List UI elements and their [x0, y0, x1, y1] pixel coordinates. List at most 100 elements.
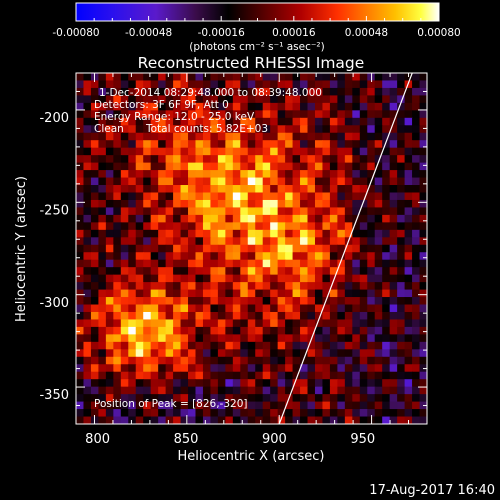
image-pixel [322, 199, 331, 209]
image-pixel [150, 132, 159, 141]
image-pixel [98, 147, 107, 156]
image-pixel [98, 229, 107, 238]
image-pixel [255, 199, 264, 209]
image-pixel [412, 237, 421, 246]
image-pixel [188, 170, 197, 179]
image-pixel [76, 155, 85, 164]
image-pixel [292, 394, 301, 403]
image-pixel [270, 409, 279, 418]
image-pixel [158, 267, 167, 276]
image-pixel [277, 297, 286, 306]
image-pixel [419, 140, 427, 149]
image-pixel [240, 177, 249, 186]
image-pixel [113, 125, 122, 134]
image-pixel [344, 319, 353, 328]
image-pixel [202, 102, 212, 111]
image-pixel [247, 110, 256, 119]
image-pixel [277, 319, 286, 328]
image-pixel [419, 252, 427, 261]
image-pixel [344, 110, 353, 119]
image-pixel [404, 185, 413, 194]
image-pixel [150, 267, 159, 276]
image-pixel [359, 95, 368, 104]
image-pixel [120, 244, 129, 253]
image-pixel [76, 73, 85, 82]
image-pixel [277, 125, 286, 134]
image-pixel [329, 334, 338, 343]
image-pixel [202, 192, 212, 201]
image-pixel [307, 177, 316, 186]
image-pixel [76, 125, 85, 134]
image-pixel [195, 386, 204, 395]
image-pixel [314, 319, 324, 328]
image-pixel [143, 185, 152, 194]
image-pixel [404, 356, 413, 365]
image-pixel [120, 371, 129, 380]
image-pixel [367, 364, 376, 373]
image-pixel [255, 341, 264, 350]
image-pixel [240, 379, 249, 388]
image-pixel [113, 371, 122, 380]
image-pixel [98, 117, 107, 126]
image-pixel [150, 341, 159, 350]
image-pixel [180, 155, 189, 164]
image-pixel [292, 222, 301, 231]
image-pixel [389, 177, 398, 186]
image-pixel [225, 244, 234, 253]
image-pixel [352, 282, 361, 291]
image-pixel [120, 177, 129, 186]
image-pixel [337, 304, 346, 313]
image-pixel [202, 267, 212, 276]
image-pixel [143, 326, 152, 335]
image-pixel [202, 319, 212, 328]
image-pixel [337, 311, 346, 321]
image-pixel [202, 364, 212, 373]
image-pixel [158, 259, 167, 268]
image-pixel [382, 140, 391, 149]
image-pixel [300, 229, 309, 238]
image-pixel [143, 222, 152, 231]
image-pixel [277, 401, 286, 410]
image-pixel [225, 170, 234, 179]
image-pixel [262, 259, 271, 268]
y-axis-label: Heliocentric Y (arcsec) [14, 176, 29, 322]
image-pixel [367, 222, 376, 231]
image-pixel [173, 73, 182, 82]
image-pixel [255, 297, 264, 306]
image-pixel [113, 73, 122, 82]
image-pixel [374, 416, 383, 424]
image-pixel [188, 356, 197, 365]
image-pixel [240, 140, 249, 149]
image-pixel [359, 185, 368, 194]
image-pixel [128, 371, 137, 380]
image-pixel [337, 379, 346, 388]
image-pixel [300, 282, 309, 291]
image-pixel [307, 341, 316, 350]
image-pixel [158, 155, 167, 164]
image-pixel [232, 214, 241, 223]
image-pixel [404, 386, 413, 395]
image-pixel [195, 237, 204, 246]
image-pixel [397, 409, 406, 418]
image-pixel [202, 356, 212, 365]
image-pixel [419, 289, 427, 298]
image-pixel [382, 155, 391, 164]
image-pixel [128, 155, 137, 164]
image-pixel [359, 117, 368, 126]
image-pixel [337, 394, 346, 403]
image-pixel [113, 87, 122, 97]
image-pixel [307, 379, 316, 388]
image-pixel [128, 341, 137, 350]
image-pixel [173, 237, 182, 246]
image-pixel [344, 394, 353, 403]
image-pixel [90, 73, 100, 82]
image-pixel [397, 416, 406, 424]
image-pixel [277, 244, 286, 253]
image-pixel [202, 95, 212, 104]
image-pixel [262, 222, 271, 231]
image-pixel [76, 267, 85, 276]
image-pixel [344, 409, 353, 418]
image-pixel [307, 110, 316, 119]
image-pixel [128, 147, 137, 156]
image-pixel [292, 73, 301, 82]
